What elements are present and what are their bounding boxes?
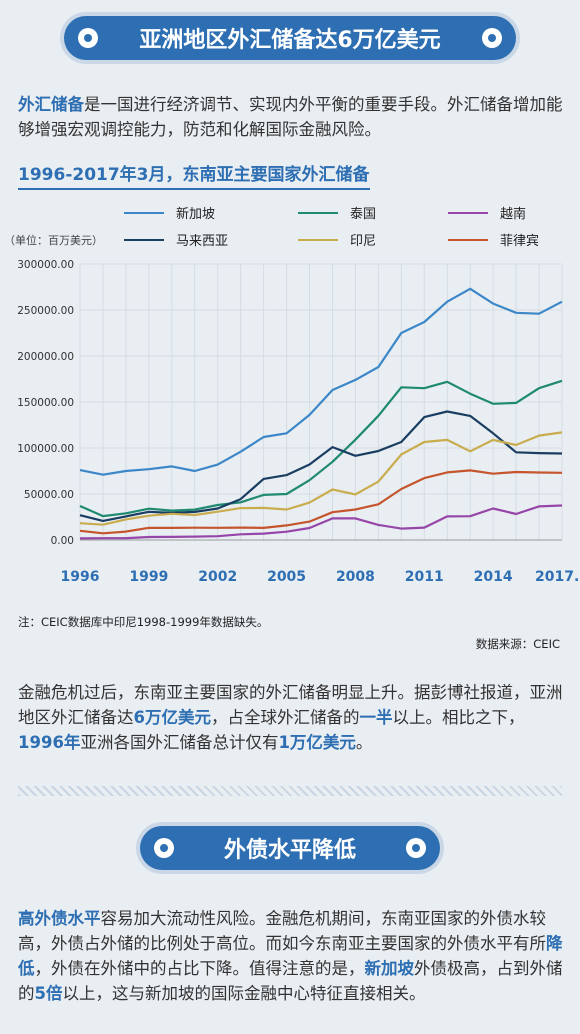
y-tick-label: 50000.00 — [24, 489, 74, 501]
debt-paragraph: 高外债水平容易加大流动性风险。金融危机期间，东南亚国家的外债水较高，外债占外储的… — [18, 906, 564, 1006]
highlight-run: 新加坡 — [364, 959, 415, 978]
intro-paragraph: 外汇储备是一国进行经济调节、实现内外平衡的重要手段。外汇储备增加能够增强宏观调控… — [18, 92, 564, 142]
chart-note: 注：CEIC数据库中印尼1998-1999年数据缺失。 — [18, 615, 269, 629]
legend-label: 菲律宾 — [500, 233, 539, 249]
series-line — [79, 431, 563, 526]
x-tick-label: 1996 — [61, 569, 100, 585]
series-line — [79, 469, 563, 535]
section-title: 外债水平降低 — [223, 838, 356, 863]
series-line — [79, 379, 563, 518]
intro-highlight: 外汇储备 — [18, 95, 84, 114]
series-line — [79, 410, 563, 522]
section-banner: 外债水平降低 — [140, 826, 440, 870]
y-tick-label: 0.00 — [51, 535, 74, 547]
bullet-icon — [78, 28, 98, 48]
text-run: 以上。相比之下， — [392, 708, 525, 727]
data-source: 数据来源：CEIC — [475, 637, 560, 651]
x-tick-label: 2008 — [336, 569, 375, 585]
highlight-run: 6万亿美元 — [133, 708, 211, 727]
highlight-run: 1996年 — [18, 733, 81, 752]
chart-title: 1996-2017年3月，东南亚主要国家外汇储备 — [18, 160, 370, 190]
highlight-run: 1万亿美元 — [278, 733, 356, 752]
text-run: 。 — [355, 733, 373, 752]
x-tick-label: 2011 — [405, 569, 444, 585]
y-tick-label: 100000.00 — [17, 443, 74, 455]
text-run: 外债极高，占到外储的 — [18, 959, 563, 1003]
x-tick-label: 1999 — [129, 569, 168, 585]
bullet-icon — [154, 838, 174, 858]
highlight-run: 一半 — [359, 708, 393, 727]
x-tick-label: 2017.3 — [535, 569, 580, 585]
text-run: 亚洲各国外汇储备总计仅有 — [80, 733, 279, 752]
text-run: 容易加大流动性风险。金融危机期间，东南亚国家的外债水较高，外债占外储的比例处于高… — [18, 909, 546, 953]
header-title: 亚洲地区外汇储备达6万亿美元 — [139, 28, 441, 53]
text-run: 金融危机过后，东南亚主要国家的外汇储备明显上升。据彭博社报道，亚洲地区外汇储备达 — [18, 683, 563, 727]
x-tick-label: 2005 — [267, 569, 306, 585]
y-tick-label: 250000.00 — [17, 305, 74, 317]
legend-label: 泰国 — [350, 207, 376, 222]
legend-label: 新加坡 — [176, 206, 215, 222]
highlight-run: 降低 — [18, 934, 563, 978]
text-run: ，外债在外储中的占比下降。值得注意的是， — [34, 959, 365, 978]
text-run: ，占全球外汇储备的 — [210, 708, 360, 727]
y-unit-label: （单位：百万美元） — [4, 233, 103, 247]
highlight-run: 5倍 — [34, 984, 63, 1003]
legend-label: 越南 — [500, 206, 526, 222]
bullet-icon — [482, 28, 502, 48]
x-tick-label: 2002 — [198, 569, 237, 585]
legend-label: 马来西亚 — [176, 234, 228, 249]
y-tick-label: 150000.00 — [17, 397, 74, 409]
x-tick-label: 2014 — [474, 569, 513, 585]
bullet-icon — [406, 838, 426, 858]
intro-text: 是一国进行经济调节、实现内外平衡的重要手段。外汇储备增加能够增强宏观调控能力，防… — [18, 95, 563, 139]
crisis-paragraph: 金融危机过后，东南亚主要国家的外汇储备明显上升。据彭博社报道，亚洲地区外汇储备达… — [18, 680, 564, 755]
series-line — [79, 504, 563, 540]
header-banner: 亚洲地区外汇储备达6万亿美元 — [64, 16, 516, 60]
y-tick-label: 300000.00 — [17, 259, 74, 271]
y-tick-label: 200000.00 — [17, 351, 74, 363]
series-line — [79, 287, 563, 476]
section-divider — [18, 786, 562, 796]
highlight-run: 高外债水平 — [18, 909, 101, 928]
legend-label: 印尼 — [350, 234, 376, 249]
text-run: 以上，这与新加坡的国际金融中心特征直接相关。 — [62, 984, 426, 1003]
